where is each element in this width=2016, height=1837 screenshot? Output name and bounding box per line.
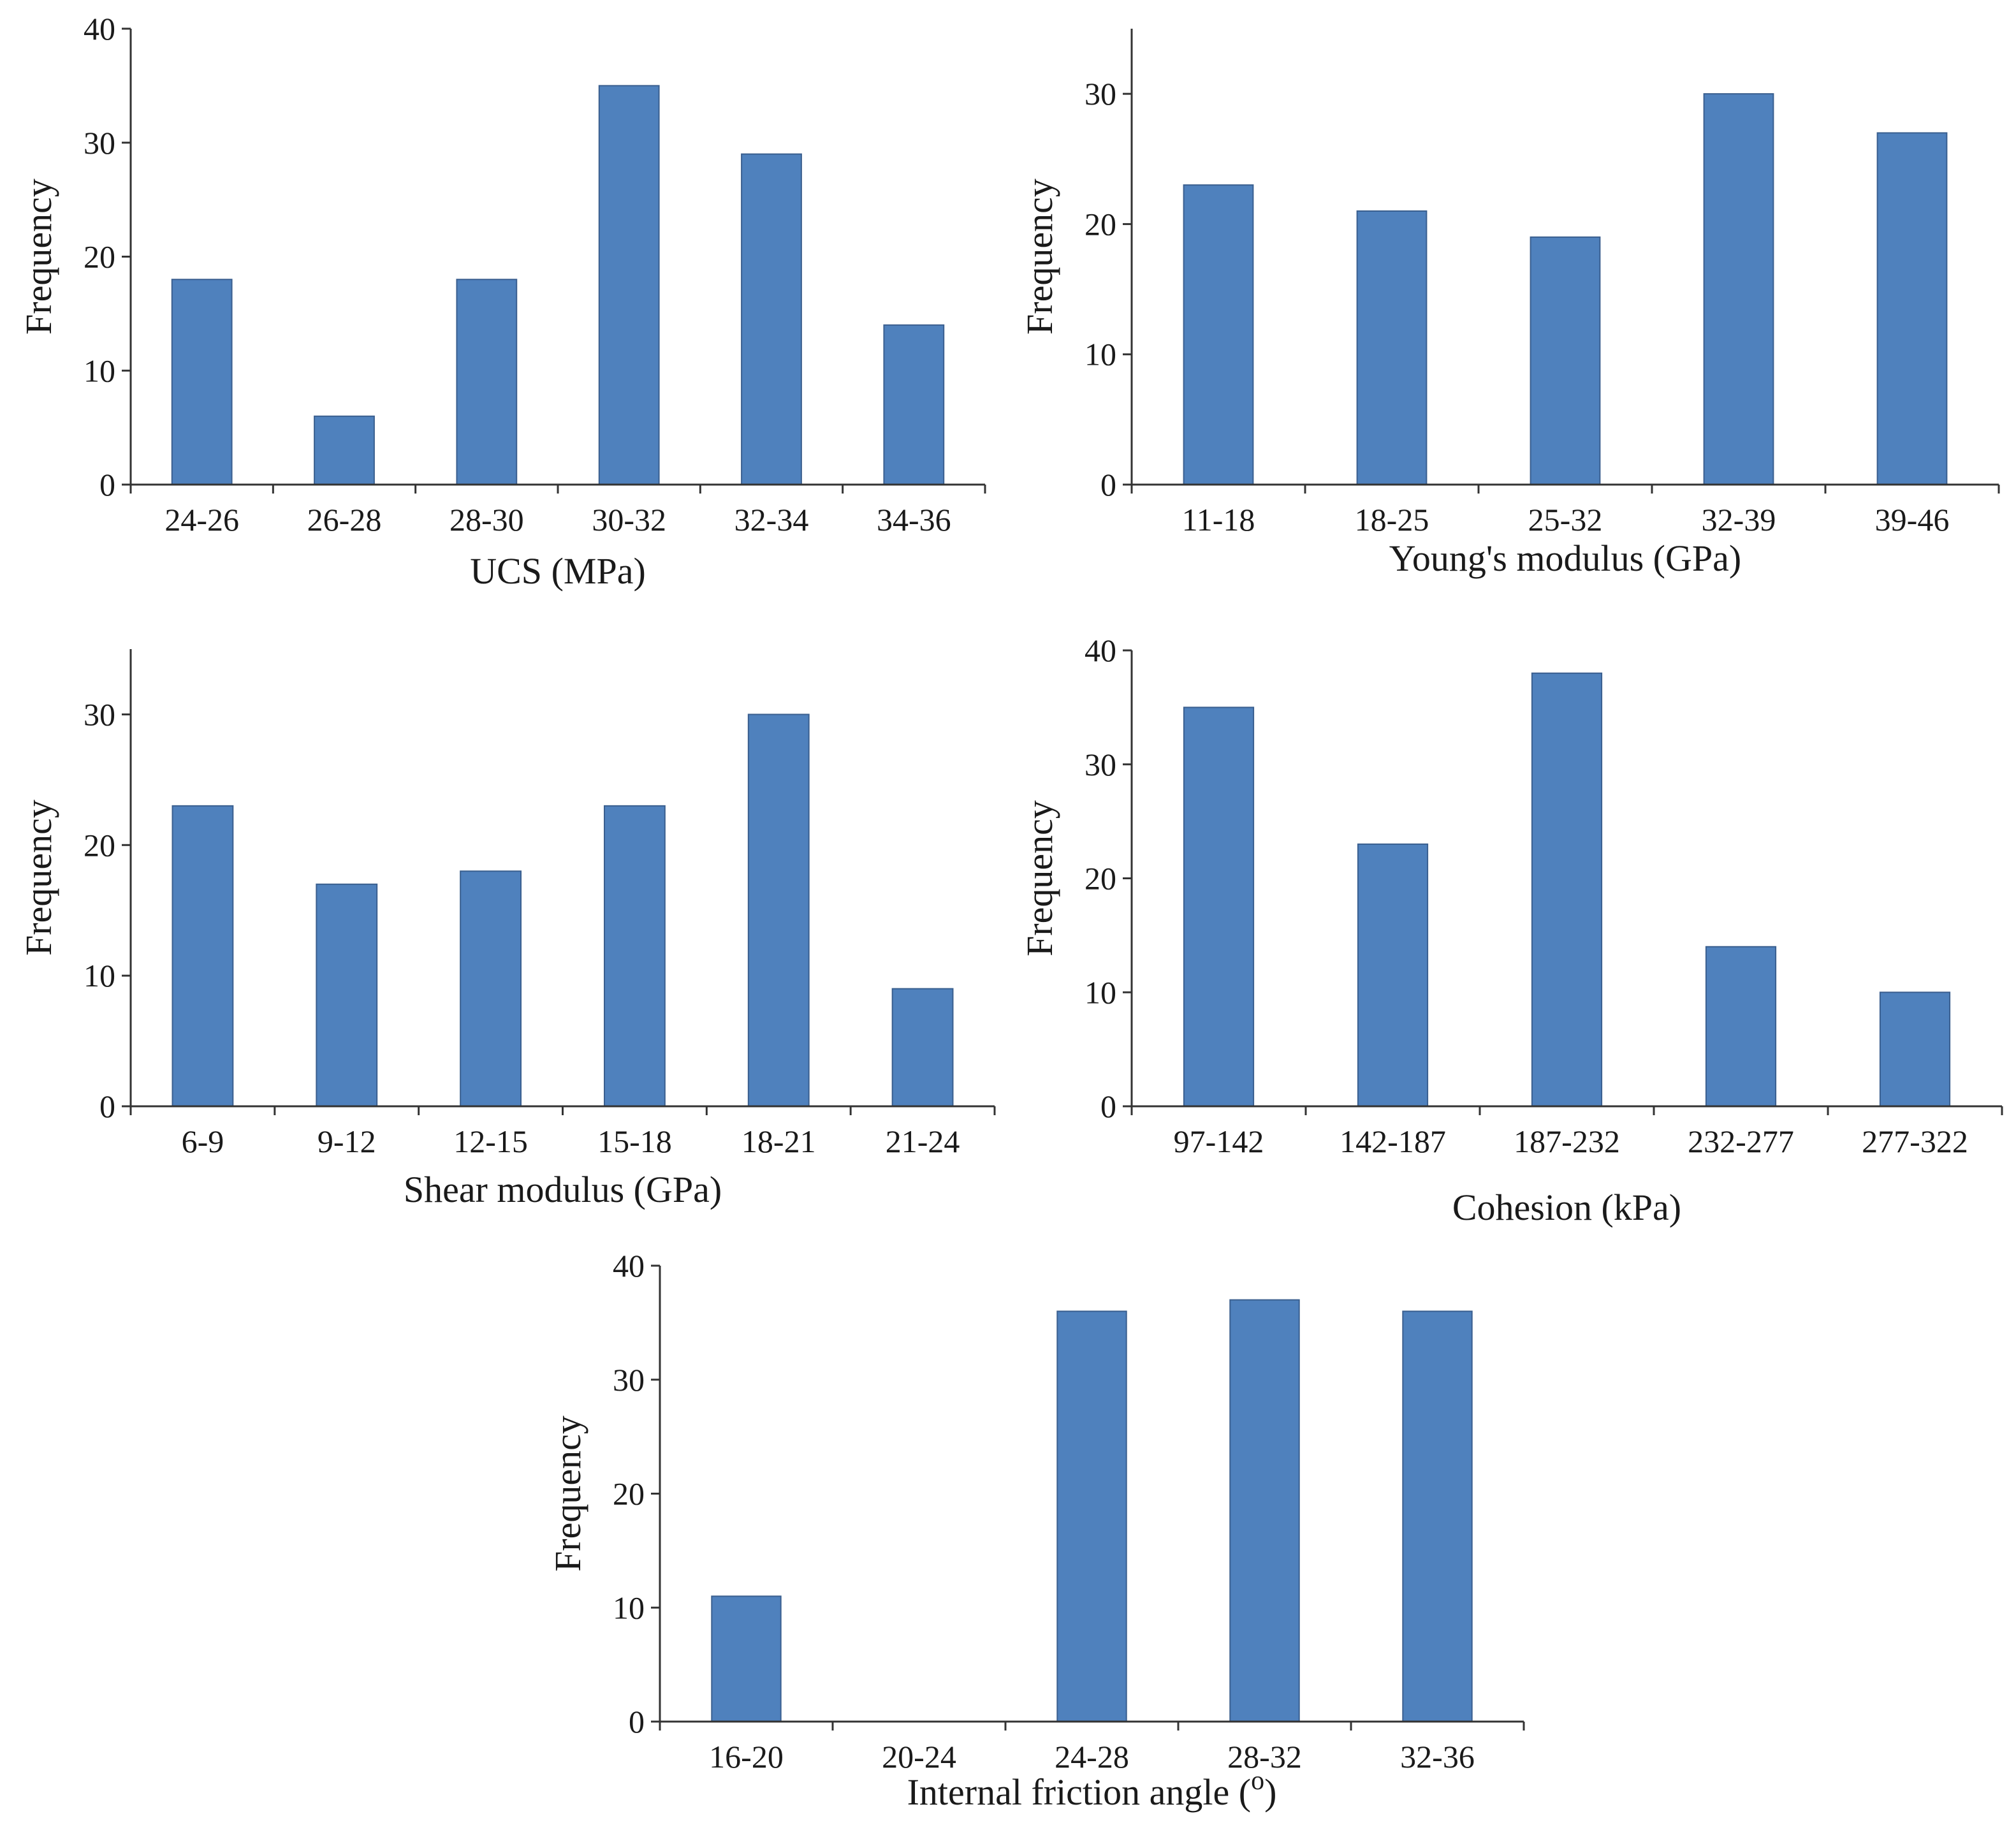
chart-panel-2: 0 10 20 30 11-18 18-25 25-32 32-39 39-46 Frequenc… [1019, 29, 2000, 579]
chart-panel-4: 0 10 20 30 40 97-142 142-187 187-232 232-277 277-… [1019, 633, 2003, 1228]
y-tick-label: 0 [1100, 467, 1116, 502]
chart-panel-1: 0 10 20 30 40 24-26 26-28 28-30 30-32 32-34 34-36 F… [18, 11, 986, 592]
x-tick-label: 232-277 [1688, 1123, 1794, 1159]
x-tick-label: 34-36 [877, 502, 951, 538]
bar-12-15 [460, 870, 522, 1108]
bar-32-34 [741, 153, 802, 485]
x-axis-title: Shear modulus (GPa) [404, 1169, 722, 1210]
bar-232-277 [1705, 946, 1777, 1107]
bar-6-9 [172, 805, 234, 1108]
x-tick-label: 15-18 [597, 1123, 672, 1159]
bar-21-24 [891, 988, 954, 1107]
x-tick-label: 30-32 [592, 502, 666, 538]
bar-28-30 [456, 279, 518, 485]
bar-9-12 [316, 883, 378, 1107]
y-axis-title: Frequency [1019, 179, 1060, 335]
y-tick-label: 0 [1100, 1088, 1116, 1124]
bar-18-25 [1356, 210, 1428, 485]
y-tick-label: 10 [613, 1590, 645, 1625]
y-tick-label: 30 [1085, 76, 1116, 112]
x-tick-label: 32-34 [734, 502, 809, 538]
x-tick-label: 18-21 [741, 1123, 816, 1159]
y-tick-label: 30 [1085, 747, 1116, 782]
y-tick-label: 10 [84, 958, 115, 993]
bar-18-21 [747, 714, 810, 1107]
x-tick-label: 6-9 [182, 1123, 224, 1159]
y-tick-label: 30 [613, 1362, 645, 1398]
bar-24-26 [171, 279, 233, 485]
x-axis-title: Cohesion (kPa) [1452, 1187, 1681, 1228]
y-axis-title: Frequency [547, 1416, 588, 1572]
y-tick-label: 20 [84, 827, 115, 863]
y-tick-label: 40 [613, 1248, 645, 1284]
y-tick-label: 10 [84, 353, 115, 388]
x-tick-label: 24-26 [164, 502, 239, 538]
y-axis-title: Frequency [1019, 800, 1060, 956]
x-tick-label: 16-20 [709, 1739, 784, 1775]
bar-34-36 [883, 324, 945, 485]
y-tick-label: 0 [99, 467, 115, 502]
y-tick-label: 20 [1085, 861, 1116, 897]
bar-32-39 [1703, 93, 1774, 485]
bar-24-28 [1056, 1310, 1127, 1722]
y-tick-label: 30 [84, 696, 115, 732]
bar-26-28 [314, 415, 375, 485]
x-tick-label: 32-39 [1702, 502, 1776, 538]
x-tick-label: 28-30 [449, 502, 524, 538]
x-tick-label: 32-36 [1400, 1739, 1475, 1775]
x-tick-label: 25-32 [1528, 502, 1603, 538]
x-tick-label: 142-187 [1340, 1123, 1446, 1159]
x-tick-label: 97-142 [1174, 1123, 1264, 1159]
x-axis-title: UCS (MPa) [470, 550, 646, 592]
x-tick-label: 28-32 [1227, 1739, 1302, 1775]
bar-16-20 [711, 1595, 782, 1722]
y-axis-title: Frequency [18, 800, 59, 956]
bar-32-36 [1402, 1310, 1473, 1722]
x-tick-label: 11-18 [1182, 502, 1255, 538]
x-tick-label: 9-12 [318, 1123, 376, 1159]
bar-28-32 [1229, 1299, 1300, 1722]
bar-25-32 [1530, 236, 1601, 485]
x-tick-label: 277-322 [1862, 1123, 1968, 1159]
x-tick-label: 20-24 [882, 1739, 956, 1775]
x-tick-label: 26-28 [307, 502, 382, 538]
y-tick-label: 20 [613, 1476, 645, 1512]
x-tick-label: 18-25 [1355, 502, 1429, 538]
x-axis-title: Young's modulus (GPa) [1389, 538, 1741, 579]
y-tick-label: 20 [1085, 206, 1116, 242]
bar-30-32 [598, 85, 660, 485]
x-tick-label: 12-15 [453, 1123, 528, 1159]
y-tick-label: 10 [1085, 337, 1116, 372]
bar-97-142 [1183, 706, 1255, 1107]
y-tick-label: 0 [629, 1704, 645, 1739]
y-tick-label: 0 [99, 1088, 115, 1124]
bar-277-322 [1879, 992, 1951, 1107]
bar-187-232 [1531, 672, 1603, 1107]
bar-15-18 [603, 805, 666, 1108]
chart-panel-5: 0 10 20 30 40 16-20 20-24 24-28 28-32 32-36 Freque… [547, 1248, 1525, 1813]
y-tick-label: 20 [84, 239, 115, 275]
y-tick-label: 40 [84, 11, 115, 47]
x-tick-label: 39-46 [1875, 502, 1950, 538]
y-tick-label: 40 [1085, 633, 1116, 668]
y-tick-label: 10 [1085, 974, 1116, 1010]
y-tick-label: 30 [84, 125, 115, 161]
x-tick-label: 187-232 [1514, 1123, 1620, 1159]
x-tick-label: 24-28 [1055, 1739, 1129, 1775]
chart-panel-3: 0 10 20 30 6-9 9-12 12-15 15-18 18-21 21-24 Freque… [18, 649, 996, 1210]
x-axis-title: Internal friction angle (o) [907, 1766, 1277, 1813]
bar-142-187 [1357, 843, 1429, 1107]
bar-39-46 [1876, 132, 1948, 485]
y-axis-title: Frequency [18, 179, 59, 335]
bar-11-18 [1183, 184, 1254, 485]
x-tick-label: 21-24 [886, 1123, 960, 1159]
